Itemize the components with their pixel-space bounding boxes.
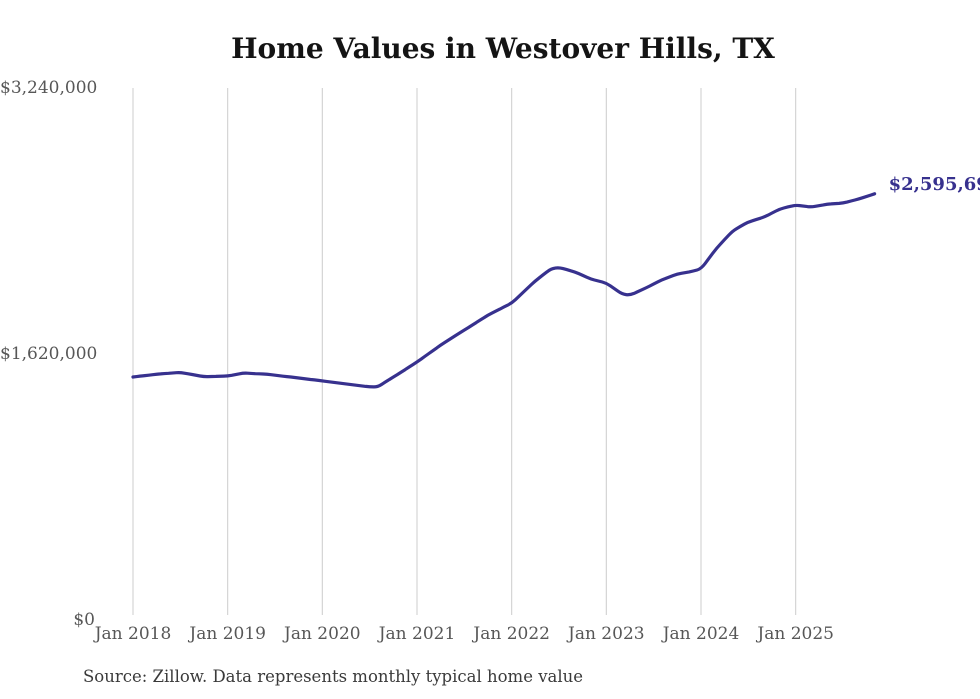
x-axis-tick-label: Jan 2021	[378, 624, 456, 644]
source-note: Source: Zillow. Data represents monthly …	[83, 667, 584, 686]
latest-value-label: $2,595,692	[888, 173, 980, 195]
y-axis-tick-label: $3,240,000	[0, 78, 98, 98]
chart-title: Home Values in Westover Hills, TX	[231, 32, 775, 65]
x-axis-tick-label: Jan 2020	[284, 624, 361, 644]
x-axis-tick-label: Jan 2022	[473, 624, 550, 644]
y-axis-tick-label: $0	[73, 610, 95, 630]
x-axis-tick-label: Jan 2023	[568, 624, 645, 644]
x-axis-tick-label: Jan 2025	[757, 624, 834, 644]
y-axis-tick-label: $1,620,000	[0, 344, 98, 364]
home-value-line	[131, 192, 877, 389]
x-axis-tick-label: Jan 2024	[662, 624, 740, 644]
x-axis-tick-label: Jan 2018	[94, 624, 172, 644]
x-axis-tick-label: Jan 2019	[189, 624, 266, 644]
